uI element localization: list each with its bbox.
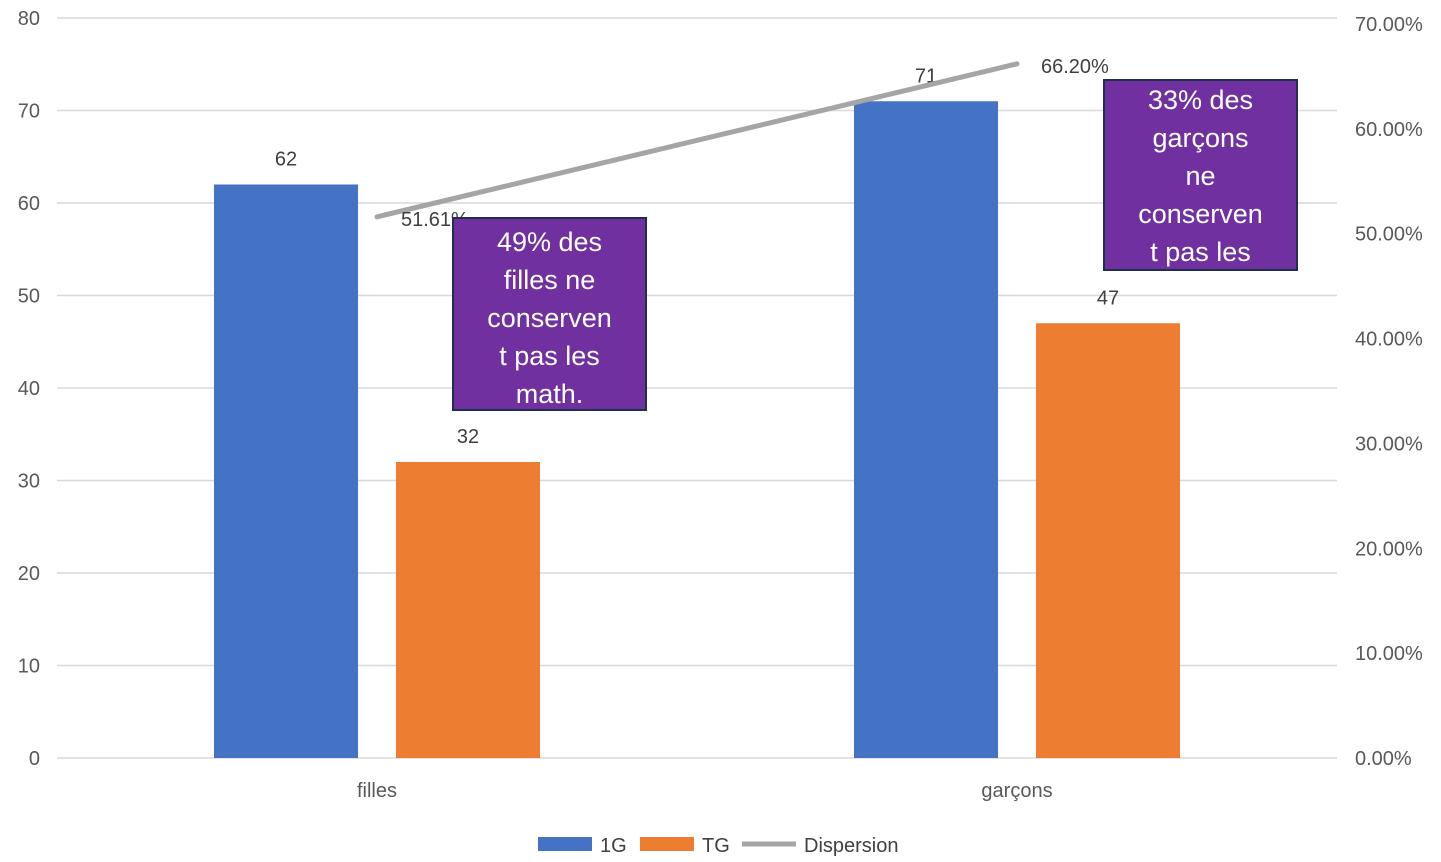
y-left-tick-label: 0	[29, 748, 40, 770]
annotation-filles: 49% des filles ne conserven t pas les ma…	[452, 217, 647, 411]
y-right-tick-label: 10.00%	[1355, 643, 1423, 665]
dispersion-line	[374, 61, 1020, 220]
y-right-tick-label: 30.00%	[1355, 433, 1423, 455]
legend-swatch-1g	[538, 837, 592, 851]
bar-1g-1	[854, 101, 998, 758]
y-right-tick-label: 0.00%	[1355, 748, 1412, 770]
y-right-tick-label: 60.00%	[1355, 119, 1423, 141]
data-label-1g: 62	[275, 149, 297, 171]
y-right-tick-label: 70.00%	[1355, 14, 1423, 36]
y-left-tick-label: 70	[18, 101, 40, 123]
y-left-tick-label: 50	[18, 286, 40, 308]
y-left-tick-label: 30	[18, 471, 40, 493]
data-label-tg: 32	[457, 426, 479, 448]
bar-tg-1	[1036, 323, 1180, 758]
y-right-tick-label: 40.00%	[1355, 329, 1423, 351]
category-label: garçons	[981, 780, 1052, 802]
y-left-tick-label: 40	[18, 378, 40, 400]
y-left-tick-label: 20	[18, 563, 40, 585]
category-label: filles	[357, 780, 397, 802]
legend-label: 1G	[600, 835, 627, 857]
y-left-tick-label: 60	[18, 193, 40, 215]
data-label-dispersion: 66.20%	[1041, 56, 1109, 78]
y-left-tick-label: 10	[18, 656, 40, 678]
y-left-tick-label: 80	[18, 8, 40, 30]
bar-tg-0	[396, 462, 540, 758]
legend-swatch-tg	[640, 837, 694, 851]
annotation-garcons: 33% des garçons ne conserven t pas les m…	[1103, 79, 1298, 271]
y-right-tick-label: 50.00%	[1355, 224, 1423, 246]
y-right-tick-label: 20.00%	[1355, 538, 1423, 560]
data-label-tg: 47	[1097, 287, 1119, 309]
bar-1g-0	[214, 184, 358, 758]
legend-label: TG	[702, 835, 730, 857]
legend-label: Dispersion	[804, 835, 898, 857]
